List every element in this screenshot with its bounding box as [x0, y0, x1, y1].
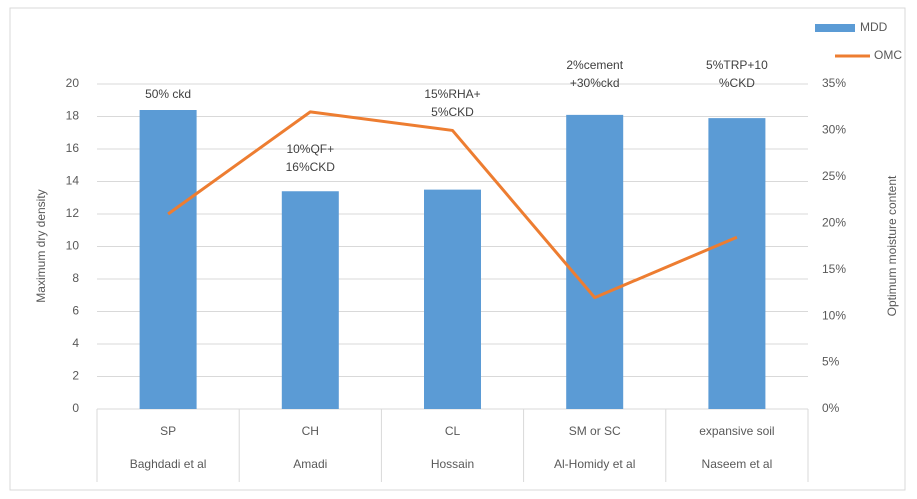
y-tick-label: 18: [66, 109, 80, 123]
y2-tick-label: 15%: [822, 262, 846, 276]
annotation: 10%QF+: [286, 142, 334, 156]
x-tick-label: expansive soil: [699, 424, 774, 438]
y-axis-title: Maximum dry density: [34, 189, 48, 302]
x-group-label: Al-Homidy et al: [554, 457, 635, 471]
x-group-label: Amadi: [293, 457, 327, 471]
y-tick-label: 2: [72, 369, 79, 383]
legend-swatch: [815, 24, 855, 32]
y-tick-label: 14: [66, 174, 80, 188]
y-tick-label: 8: [72, 271, 79, 285]
annotation: %CKD: [719, 76, 755, 90]
y-tick-label: 20: [66, 76, 80, 90]
annotation: 50% ckd: [145, 87, 191, 101]
annotation: 2%cement: [566, 58, 623, 72]
x-group-label: Hossain: [431, 457, 474, 471]
legend-label: MDD: [860, 20, 888, 34]
x-tick-label: CL: [445, 424, 461, 438]
line: [167, 110, 738, 300]
y-tick-label: 12: [66, 206, 80, 220]
x-tick-label: SM or SC: [569, 424, 621, 438]
y-tick-label: 4: [72, 336, 79, 350]
y2-tick-label: 10%: [822, 308, 846, 322]
y2-tick-label: 35%: [822, 76, 846, 90]
y2-axis-title: Optimum moisture content: [885, 175, 899, 316]
annotation: 5%CKD: [431, 105, 474, 119]
y-tick-label: 6: [72, 304, 79, 318]
bar: [424, 189, 481, 409]
y-tick-label: 10: [66, 239, 80, 253]
y-tick-label: 0: [72, 401, 79, 415]
bar: [566, 114, 624, 409]
bar: [708, 118, 766, 409]
x-group-label: Naseem et al: [702, 457, 773, 471]
annotation: 15%RHA+: [424, 87, 480, 101]
y2-tick-label: 30%: [822, 123, 846, 137]
annotation: +30%ckd: [570, 76, 620, 90]
bar: [139, 110, 197, 409]
y-tick-label: 16: [66, 141, 80, 155]
x-tick-label: CH: [302, 424, 319, 438]
bar: [281, 191, 339, 409]
y2-tick-label: 5%: [822, 355, 840, 369]
y2-tick-label: 0%: [822, 401, 840, 415]
legend-label: OMC: [874, 48, 902, 62]
x-tick-label: SP: [160, 424, 176, 438]
y2-tick-label: 25%: [822, 169, 846, 183]
annotation: 16%CKD: [286, 160, 336, 174]
x-group-label: Baghdadi et al: [130, 457, 207, 471]
y2-tick-label: 20%: [822, 215, 846, 229]
annotation: 5%TRP+10: [706, 58, 768, 72]
